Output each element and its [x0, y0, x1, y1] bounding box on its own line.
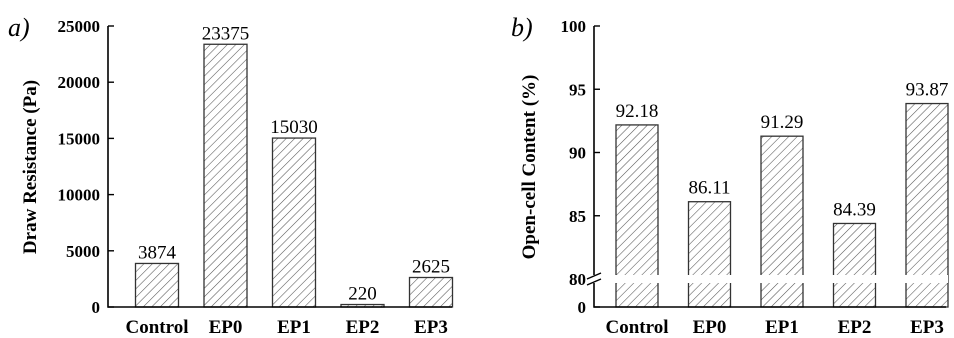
panel-a-data-label: 3874: [138, 242, 177, 263]
panel-b-category-label: EP3: [910, 317, 944, 338]
bar-ep0: [687, 201, 732, 308]
panel-a-y-tick-label: 10000: [58, 186, 101, 205]
panel-b-data-label: 93.87: [906, 80, 949, 101]
bar-control: [134, 262, 180, 308]
panel-b-category-label: Control: [606, 317, 669, 338]
bar-ep3: [408, 276, 454, 308]
panel-b-axis-break-mark: [586, 278, 602, 286]
panel-a-y-axis-title: Draw Resistance (Pa): [20, 80, 41, 254]
panel-b-data-label: 91.29: [761, 112, 804, 133]
panel-b-axis-break-mark: [586, 272, 602, 280]
open-cell-content-chart: b) Open-cell Content (%) 80 85 90 95 100 0 92…: [511, 13, 949, 338]
panel-b-y-tick-label: 80: [569, 270, 586, 289]
panel-a-y-tick-label: 5000: [66, 242, 100, 261]
panel-b-y-axis-title: Open-cell Content (%): [519, 75, 540, 260]
bar-ep1: [271, 137, 317, 308]
panel-a-category-label: EP2: [346, 317, 380, 338]
panel-b-y-tick-label: 90: [569, 144, 586, 163]
panel-b-category-label: EP2: [838, 317, 872, 338]
panel-b-y-tick-label: 85: [569, 207, 586, 226]
panel-a-data-label: 220: [348, 284, 377, 305]
panel-a-axes: [107, 26, 452, 308]
panel-a-category-label: EP1: [277, 317, 311, 338]
panel-a-y-tick-label: 0: [92, 298, 101, 317]
panel-b-category-label: EP1: [765, 317, 799, 338]
panel-b-axis-break-gap: [588, 275, 948, 283]
panel-b-y-tick-label: 100: [561, 17, 587, 36]
panel-a-data-label: 2625: [412, 256, 450, 277]
panel-a-category-label: Control: [126, 317, 189, 338]
panel-b-axes: [593, 26, 946, 308]
panel-b-data-label: 84.39: [833, 199, 876, 220]
panel-a-y-tick-label: 25000: [58, 17, 101, 36]
bar-ep0: [203, 43, 248, 308]
panel-b-label: b): [511, 13, 533, 42]
panel-a-data-label: 15030: [270, 117, 318, 138]
panel-a-y-tick-label: 15000: [58, 129, 101, 148]
panel-b-y-tick-label: 95: [569, 80, 586, 99]
panel-a-y-tick-label: 20000: [58, 73, 101, 92]
panel-a-data-label: 23375: [202, 23, 250, 44]
panel-b-y-tick-label: 0: [578, 298, 587, 317]
panel-a-category-label: EP0: [209, 317, 243, 338]
bar-ep3: [905, 102, 949, 308]
panel-a-category-label: EP3: [414, 317, 448, 338]
bar-ep2: [832, 222, 877, 308]
panel-b-data-label: 92.18: [616, 101, 659, 122]
panel-b-data-label: 86.11: [688, 178, 730, 199]
draw-resistance-chart: a) Draw Resistance (Pa) 0 5000 10000 15000 2…: [8, 13, 454, 338]
panel-b-category-label: EP0: [693, 317, 727, 338]
panel-a-label: a): [8, 13, 30, 42]
